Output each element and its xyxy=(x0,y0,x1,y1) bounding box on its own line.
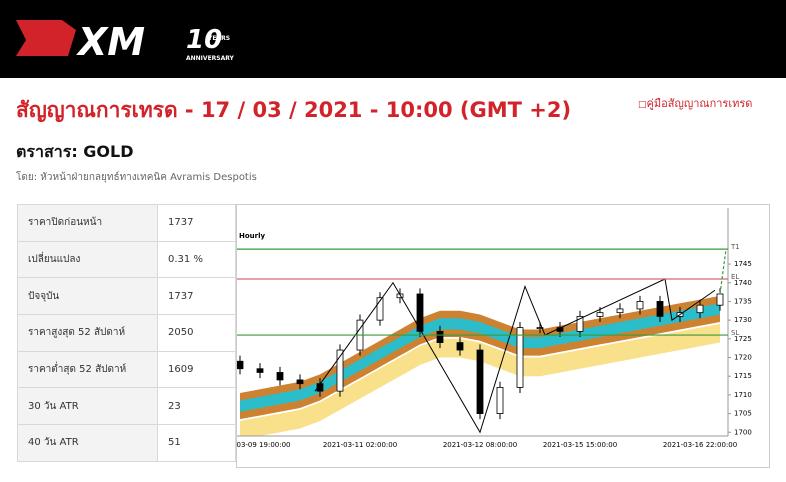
band xyxy=(240,323,720,436)
chart: Hourly 1700 1705 1710 1715 1720 1725 1730 1735 1… xyxy=(236,204,770,468)
y-tick-label: 1725 xyxy=(734,335,752,343)
y-tick-label: 1740 xyxy=(734,279,752,287)
table-row: 30 วัน ATR 23 xyxy=(17,387,236,426)
cell-value: 1737 xyxy=(157,204,236,242)
candle-body xyxy=(696,304,704,314)
logo-text: XM xyxy=(76,20,145,64)
cell-label: ราคาสูงสุด 52 สัปดาห์ xyxy=(17,314,158,352)
candle-body xyxy=(516,327,524,388)
cell-value: 0.31 % xyxy=(157,240,236,279)
candle-body xyxy=(376,297,384,321)
zigzag-line xyxy=(314,278,716,434)
candle-body xyxy=(656,301,664,317)
cell-label: 30 วัน ATR xyxy=(17,387,158,426)
cell-value: 1609 xyxy=(157,350,236,389)
guide-link[interactable]: □คู่มือสัญญาณการเทรด xyxy=(638,94,752,112)
y-tick-label: 1730 xyxy=(734,316,752,324)
x-tick-label: 2021-03-11 02:00:00 xyxy=(323,441,397,449)
level-label: T1 xyxy=(730,243,740,251)
table-row: ปัจจุบัน 1737 xyxy=(17,277,236,316)
candle-body xyxy=(476,349,484,414)
cell-label: 40 วัน ATR xyxy=(17,424,158,462)
target-arrow xyxy=(719,249,727,295)
cell-value: 51 xyxy=(157,424,236,462)
candle-body xyxy=(576,315,584,332)
level-label: SL xyxy=(731,329,739,337)
badge-number: 10 xyxy=(186,25,222,55)
candle-body xyxy=(496,387,504,414)
candle-body xyxy=(296,379,304,385)
y-tick-label: 1705 xyxy=(734,410,752,418)
table-row: เปลี่ยนแปลง 0.31 % xyxy=(17,240,236,279)
candle-body xyxy=(616,308,624,314)
author: โดย: หัวหน้าฝ่ายกลยุทธ์ทางเทคนิค Avramis… xyxy=(16,172,257,183)
candle-body xyxy=(256,368,264,373)
cell-value: 2050 xyxy=(157,314,236,352)
candle-body xyxy=(436,330,444,343)
cell-value: 23 xyxy=(157,387,236,426)
y-tick-label: 1720 xyxy=(734,354,752,362)
candle-body xyxy=(636,301,644,310)
candle-body xyxy=(536,327,544,330)
candle-body xyxy=(336,349,344,392)
cell-label: ปัจจุบัน xyxy=(17,277,158,316)
plot-area xyxy=(237,278,724,436)
candle-body xyxy=(596,312,604,317)
candle-body xyxy=(716,293,724,306)
guide-link-text[interactable]: คู่มือสัญญาณการเทรด xyxy=(646,97,753,110)
header: XM 10 YEARS ANNIVERSARY xyxy=(0,0,786,78)
x-tick-label: 2021-03-15 15:00:00 xyxy=(543,441,617,449)
logo-emblem xyxy=(16,20,76,56)
band xyxy=(240,303,720,412)
instrument: ตราสาร: GOLD xyxy=(16,142,134,161)
y-tick-label: 1735 xyxy=(734,297,752,305)
x-tick-label: 2021-03-12 08:00:00 xyxy=(443,441,517,449)
stats-table: ราคาปิดก่อนหน้า 1737 เปลี่ยนแปลง 0.31 % ปัจจ… xyxy=(17,204,236,462)
table-row: ราคาต่ำสุด 52 สัปดาห์ 1609 xyxy=(17,350,236,389)
candle-body xyxy=(416,293,424,332)
chart-title: Hourly xyxy=(239,232,266,240)
page-title: สัญญาณการเทรด - 17 / 03 / 2021 - 10:00 (… xyxy=(16,98,572,122)
y-tick-label: 1700 xyxy=(734,428,752,436)
y-tick-label: 1710 xyxy=(734,391,752,399)
pdf-icon: □ xyxy=(638,100,647,110)
level-label: EL xyxy=(731,273,739,281)
cell-label: ราคาต่ำสุด 52 สัปดาห์ xyxy=(17,350,158,389)
badge-word: YEARS xyxy=(207,35,230,42)
table-row: ราคาสูงสุด 52 สัปดาห์ 2050 xyxy=(17,314,236,352)
table-row: 40 วัน ATR 51 xyxy=(17,424,236,462)
candle-body xyxy=(456,342,464,351)
candle-body xyxy=(237,360,244,370)
x-tick-label: 1-03-09 19:00:00 xyxy=(236,441,290,449)
logo[interactable]: XM 10 YEARS ANNIVERSARY xyxy=(0,0,250,78)
y-tick-label: 1715 xyxy=(734,372,752,380)
table-row: ราคาปิดก่อนหน้า 1737 xyxy=(17,204,236,242)
cell-label: ราคาปิดก่อนหน้า xyxy=(17,204,158,242)
y-tick-label: 1745 xyxy=(734,260,752,268)
x-tick-label: 2021-03-16 22:00:00 xyxy=(663,441,737,449)
badge-sub: ANNIVERSARY xyxy=(186,55,235,62)
cell-label: เปลี่ยนแปลง xyxy=(17,240,158,279)
candle-body xyxy=(276,372,284,381)
cell-value: 1737 xyxy=(157,277,236,316)
